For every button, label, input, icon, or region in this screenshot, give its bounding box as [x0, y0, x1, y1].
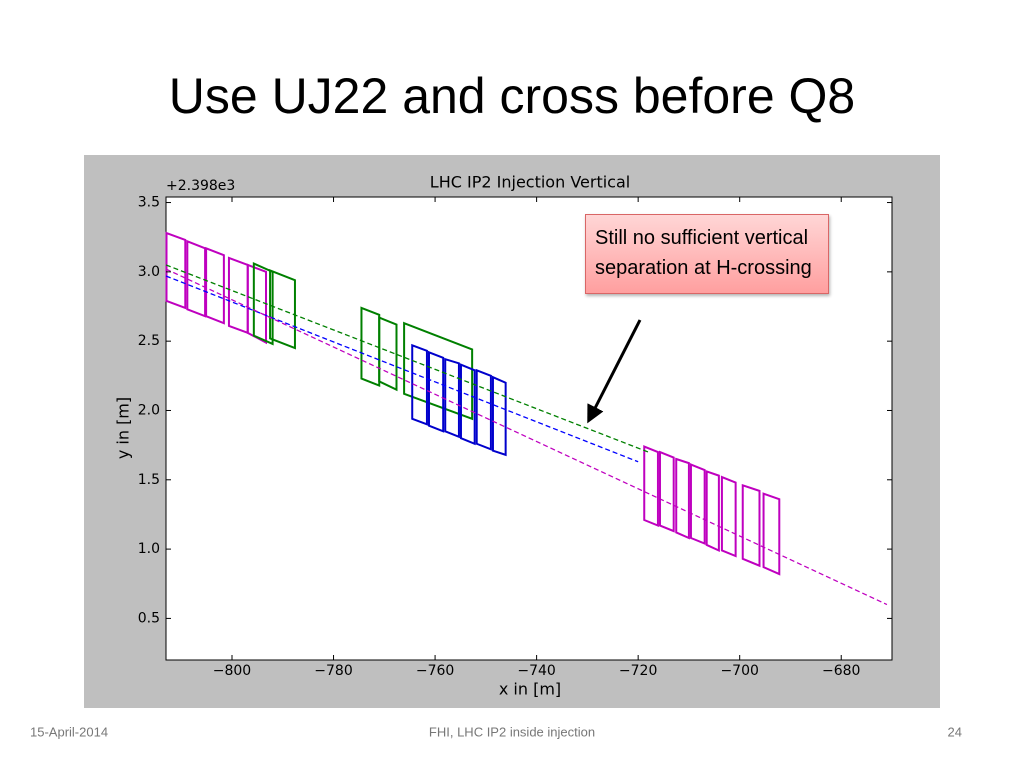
x-tick-label: −700: [720, 663, 758, 679]
y-tick-label: 0.5: [138, 610, 160, 626]
beam-line: [165, 275, 639, 463]
x-label: x in [m]: [499, 680, 561, 699]
x-tick-label: −760: [416, 663, 454, 679]
magnet-aperture: [475, 368, 492, 451]
footer-date: 15-April-2014: [30, 724, 108, 739]
x-tick-label: −780: [314, 663, 352, 679]
x-tick-label: −680: [822, 663, 860, 679]
magnet-aperture: [360, 306, 381, 387]
annotation-arrow: [587, 319, 642, 424]
annotation-box: Still no sufficient vertical separation …: [585, 214, 829, 294]
chart-title: LHC IP2 Injection Vertical: [430, 173, 630, 192]
y-label: y in [m]: [114, 397, 133, 459]
plot-marks: [165, 231, 888, 606]
magnet-aperture: [741, 483, 761, 568]
magnet-aperture: [427, 350, 445, 433]
y-offset: +2.398e3: [166, 178, 235, 194]
beam-line: [165, 268, 888, 606]
x-tick-label: −800: [213, 663, 251, 679]
y-tick-label: 2.5: [138, 333, 160, 349]
magnet-aperture: [675, 457, 690, 540]
magnet-aperture: [165, 231, 187, 310]
magnet-aperture: [720, 475, 737, 558]
magnet-aperture: [459, 363, 476, 446]
magnet-aperture: [205, 246, 225, 325]
magnet-aperture: [246, 263, 268, 345]
slide-title: Use UJ22 and cross before Q8: [169, 68, 855, 124]
magnet-aperture: [252, 262, 274, 346]
y-tick-label: 3.0: [138, 264, 160, 280]
magnet-aperture: [444, 357, 460, 439]
magnet-aperture: [378, 316, 398, 392]
magnet-aperture: [491, 375, 507, 457]
x-tick-label: −740: [517, 663, 555, 679]
y-tick-label: 1.0: [138, 541, 160, 557]
y-tick-label: 1.5: [138, 472, 160, 488]
magnet-aperture: [269, 269, 296, 350]
magnet-aperture: [643, 445, 659, 528]
beam-line: [165, 264, 649, 453]
magnet-aperture: [762, 492, 781, 576]
magnet-aperture: [411, 343, 428, 426]
page-number: 24: [948, 724, 962, 739]
magnet-aperture: [186, 239, 207, 318]
footer-center: FHI, LHC IP2 inside injection: [429, 724, 595, 739]
y-tick-label: 3.5: [138, 195, 160, 211]
magnet-aperture: [658, 450, 675, 533]
x-tick-label: −720: [619, 663, 657, 679]
y-tick-label: 2.0: [138, 402, 160, 418]
